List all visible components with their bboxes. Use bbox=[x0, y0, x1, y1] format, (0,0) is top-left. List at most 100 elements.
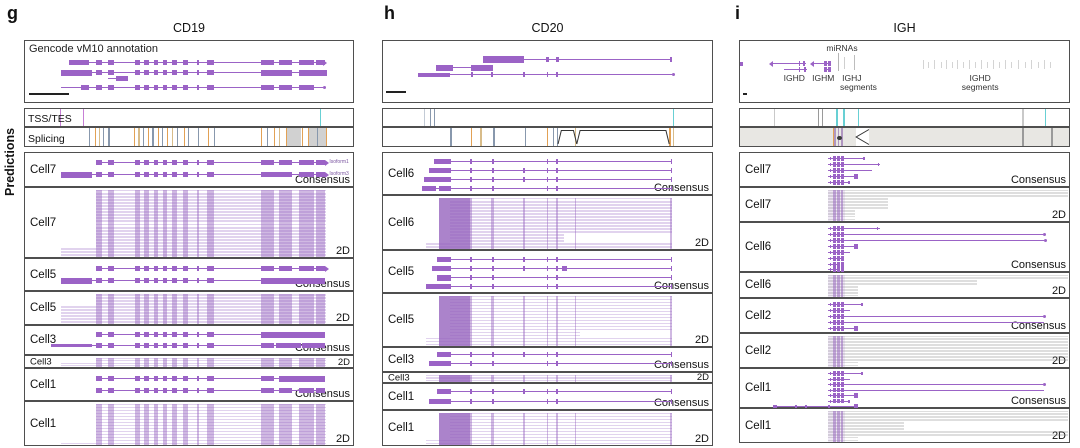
track-type-label: 2D bbox=[1051, 355, 1066, 367]
intron-line bbox=[417, 74, 672, 75]
read-row bbox=[95, 204, 327, 207]
exon bbox=[833, 320, 836, 325]
cell7-consensus-track: Cell7 Consensus bbox=[739, 152, 1070, 187]
track-type-label: 2D bbox=[694, 334, 709, 346]
tss-tes-tick bbox=[821, 109, 823, 126]
exon bbox=[740, 61, 743, 66]
segment-tick bbox=[980, 60, 982, 69]
panel-g: Gencode vM10 annotation TSS/TES Splicing Ce… bbox=[24, 0, 354, 448]
read-row bbox=[450, 215, 672, 218]
exon bbox=[828, 61, 831, 66]
exon bbox=[833, 174, 836, 179]
intron-line bbox=[433, 161, 672, 162]
splice-tick bbox=[88, 128, 91, 146]
intron-line bbox=[483, 59, 672, 60]
splicing-track bbox=[382, 127, 713, 147]
exon bbox=[829, 175, 832, 178]
exon bbox=[470, 168, 472, 173]
splice-tick bbox=[103, 128, 105, 146]
exon bbox=[772, 404, 778, 409]
read-row bbox=[450, 298, 672, 301]
exon bbox=[491, 284, 494, 289]
exon bbox=[107, 70, 115, 75]
exon bbox=[316, 172, 326, 177]
exon bbox=[546, 266, 549, 271]
segment-tick bbox=[1037, 62, 1039, 68]
gene-label: IGHD bbox=[783, 73, 805, 83]
read-row bbox=[95, 232, 327, 235]
exon bbox=[841, 267, 844, 272]
exon bbox=[153, 376, 159, 381]
exon bbox=[183, 266, 188, 271]
read-row bbox=[450, 212, 672, 215]
exon bbox=[260, 266, 274, 271]
cell7-consensus-track: Cell7 Consensus Isoform1 Isoform3 bbox=[24, 152, 354, 187]
exon bbox=[61, 69, 93, 76]
exon bbox=[556, 361, 558, 366]
read-row bbox=[95, 296, 327, 299]
read-exon-column bbox=[299, 293, 315, 324]
read-row bbox=[828, 192, 1068, 195]
read-row bbox=[61, 309, 327, 311]
exon bbox=[798, 61, 801, 66]
cell6-2d-track: Cell6 2D bbox=[382, 195, 713, 250]
read-row bbox=[828, 286, 859, 288]
splice-tick bbox=[316, 128, 318, 146]
intron-line bbox=[772, 406, 858, 407]
read-row bbox=[450, 209, 672, 212]
exon bbox=[483, 56, 524, 63]
read-row bbox=[828, 189, 1068, 192]
exon bbox=[833, 308, 836, 313]
exon bbox=[829, 372, 832, 375]
splice-tick bbox=[273, 128, 276, 146]
read-exon-column bbox=[183, 293, 188, 324]
exon bbox=[135, 343, 140, 348]
read-row bbox=[450, 322, 672, 325]
exon bbox=[278, 388, 292, 393]
splice-tick bbox=[94, 128, 97, 146]
read-row bbox=[95, 403, 327, 406]
exon bbox=[556, 72, 559, 77]
cell3-2d-track: Cell3 2D bbox=[382, 372, 713, 383]
exon bbox=[278, 60, 292, 65]
exon bbox=[522, 266, 525, 271]
exon bbox=[561, 266, 567, 271]
read-row bbox=[450, 203, 672, 206]
tss-tes-track bbox=[382, 108, 713, 127]
exon bbox=[833, 262, 836, 267]
read-exon-column bbox=[260, 293, 274, 324]
cell5-consensus-track: Cell5 Consensus bbox=[24, 258, 354, 291]
exon bbox=[837, 180, 840, 185]
exon bbox=[841, 168, 844, 173]
read-exon-column bbox=[299, 403, 315, 445]
cell1-2d-track: Cell1 2D bbox=[739, 408, 1070, 443]
read-exon-column bbox=[95, 189, 102, 257]
exon bbox=[435, 64, 454, 71]
exon bbox=[207, 388, 214, 393]
tss-tes-tick bbox=[320, 109, 322, 126]
exon bbox=[546, 275, 549, 280]
gene-label: IGHM bbox=[812, 73, 835, 83]
transcript-end-dot bbox=[1042, 383, 1046, 386]
exon bbox=[162, 60, 168, 65]
read-exon-column bbox=[833, 335, 836, 367]
cell-label: Cell3 bbox=[30, 356, 52, 367]
exon bbox=[861, 372, 864, 375]
exon bbox=[470, 186, 472, 191]
cell1-2d-track: Cell1 2D bbox=[382, 410, 713, 446]
exon bbox=[183, 60, 188, 65]
exon bbox=[95, 172, 102, 177]
exon bbox=[183, 332, 188, 337]
segment-tick bbox=[922, 60, 924, 69]
exon bbox=[556, 186, 558, 191]
exon bbox=[853, 404, 858, 409]
read-row bbox=[95, 415, 327, 418]
intron-line bbox=[437, 277, 672, 278]
read-row bbox=[95, 418, 327, 421]
read-exon-column bbox=[196, 189, 200, 257]
read-exon-column bbox=[438, 197, 470, 249]
exon bbox=[841, 238, 844, 243]
exon bbox=[144, 278, 149, 283]
read-row bbox=[450, 218, 672, 221]
exon bbox=[829, 268, 832, 271]
